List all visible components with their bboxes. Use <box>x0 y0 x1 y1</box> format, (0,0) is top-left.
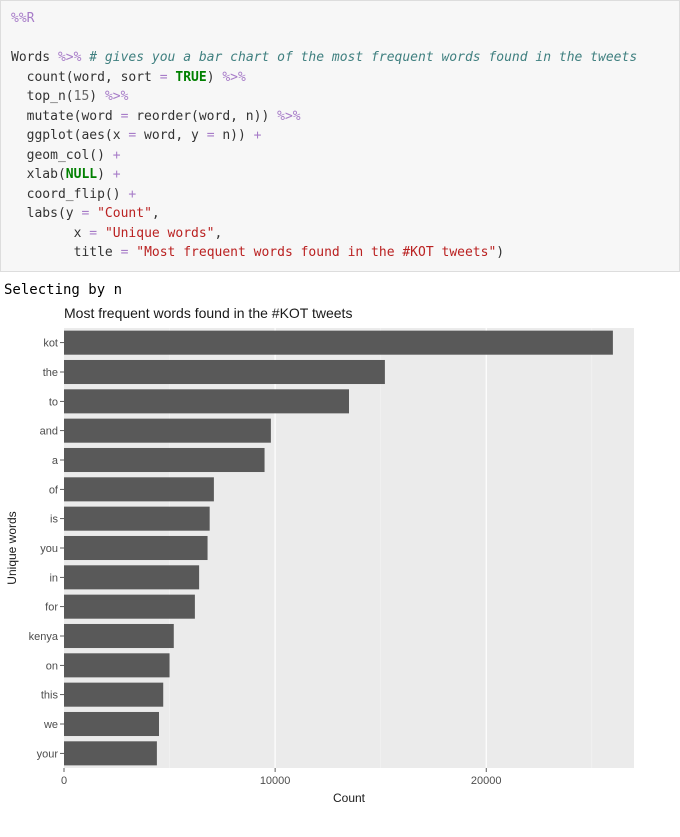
bar <box>64 653 170 677</box>
output-log: Selecting by n <box>4 282 680 298</box>
bar <box>64 447 265 471</box>
y-tick-label: this <box>41 689 59 701</box>
bar <box>64 330 613 354</box>
y-tick-label: the <box>43 367 58 379</box>
bar <box>64 594 195 618</box>
bar <box>64 565 199 589</box>
y-tick-label: is <box>50 513 58 525</box>
y-tick-label: we <box>43 719 58 731</box>
bar <box>64 535 208 559</box>
y-tick-label: on <box>46 660 58 672</box>
y-tick-label: kenya <box>29 631 59 643</box>
x-tick-label: 0 <box>61 775 67 787</box>
bar <box>64 506 210 530</box>
y-tick-label: and <box>40 425 58 437</box>
y-tick-label: for <box>45 601 58 613</box>
y-tick-label: a <box>52 455 59 467</box>
y-tick-label: of <box>49 484 59 496</box>
y-tick-label: you <box>40 543 58 555</box>
bar <box>64 418 271 442</box>
bar <box>64 623 174 647</box>
chart-title: Most frequent words found in the #KOT tw… <box>64 305 352 321</box>
y-tick-label: in <box>49 572 58 584</box>
bar-chart: Most frequent words found in the #KOT tw… <box>2 300 642 810</box>
x-axis-label: Count <box>333 791 366 805</box>
bar <box>64 682 163 706</box>
code-cell: %%R Words %>% # gives you a bar chart of… <box>0 0 680 272</box>
x-tick-label: 20000 <box>471 775 502 787</box>
bar <box>64 741 157 765</box>
bar <box>64 359 385 383</box>
y-axis-label: Unique words <box>5 511 19 584</box>
bar <box>64 389 349 413</box>
y-tick-label: kot <box>43 337 58 349</box>
chart-container: Most frequent words found in the #KOT tw… <box>2 300 680 810</box>
y-tick-label: your <box>37 748 59 760</box>
bar <box>64 477 214 501</box>
y-tick-label: to <box>49 396 58 408</box>
x-tick-label: 10000 <box>260 775 291 787</box>
bar <box>64 711 159 735</box>
